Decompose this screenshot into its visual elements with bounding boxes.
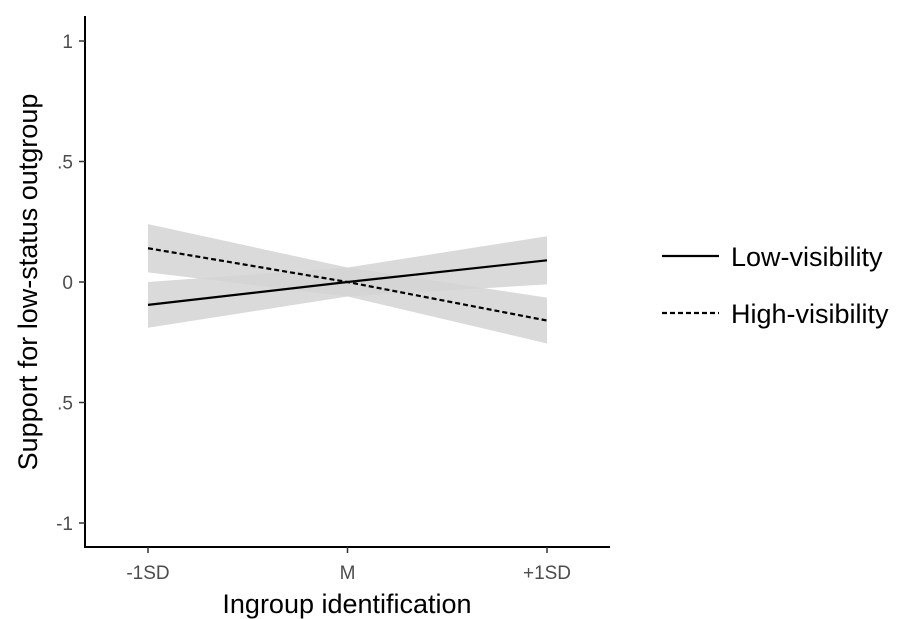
x-tick-label: -1SD	[126, 563, 169, 584]
y-tick-label: -1	[56, 514, 73, 535]
y-tick-label: .5	[57, 153, 73, 174]
legend-label-2: High-visibility	[731, 299, 889, 329]
legend-label-1: Low-visibility	[731, 242, 883, 272]
series-line-2	[147, 247, 548, 322]
y-axis-title: Support for low-status outgroup	[13, 94, 43, 471]
x-ticks: -1SD M +1SD	[126, 547, 571, 584]
y-tick-label: 0	[62, 273, 73, 294]
confidence-band-2	[148, 224, 547, 344]
y-ticks: 1 .5 0 .5 -1	[56, 32, 85, 535]
series-lines	[147, 247, 548, 322]
y-tick-label: 1	[62, 32, 73, 53]
x-tick-label: M	[340, 563, 356, 584]
x-axis-title: Ingroup identification	[222, 589, 471, 619]
x-tick-label: +1SD	[523, 563, 571, 584]
confidence-bands	[148, 224, 547, 344]
legend: Low-visibility High-visibility	[662, 242, 889, 329]
y-tick-label: .5	[57, 394, 73, 415]
